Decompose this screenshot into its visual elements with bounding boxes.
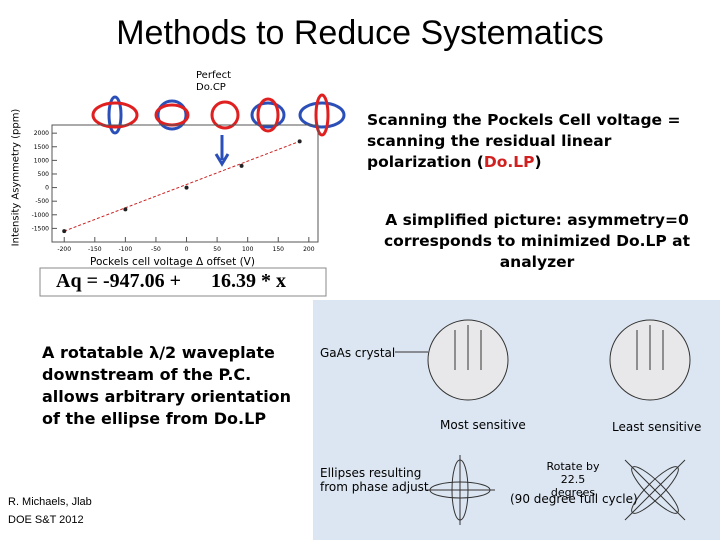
data-point xyxy=(239,163,244,168)
footer: DOE S&T 2012 xyxy=(8,514,84,526)
x-tick-label: 100 xyxy=(242,246,254,253)
y-tick-label: 0 xyxy=(45,185,49,192)
x-tick-label: -100 xyxy=(119,246,133,253)
scan-text-part: Scanning the Pockels Cell voltage = scan… xyxy=(367,111,681,171)
data-point xyxy=(184,185,189,190)
x-tick-label: 50 xyxy=(213,246,221,253)
y-tick-label: 500 xyxy=(38,171,50,178)
polarization-icons xyxy=(91,93,346,167)
y-tick-label: -500 xyxy=(35,198,49,205)
data-point xyxy=(62,229,67,234)
figure-label: Rotate by 22.5 degrees xyxy=(546,460,600,499)
figure-label: (90 degree full cycle) xyxy=(510,492,638,506)
data-point xyxy=(123,207,128,212)
figure-drawing xyxy=(395,319,691,525)
x-axis-label: Pockels cell voltage Δ offset (V) xyxy=(90,256,255,268)
figure-label: Ellipses resulting from phase adjust xyxy=(320,466,429,494)
simplified-text: A simplified picture: asymmetry=0 corres… xyxy=(383,211,691,271)
y-axis-label: Intensity Asymmetry (ppm) xyxy=(10,108,22,247)
data-point xyxy=(297,139,302,144)
y-tick-label: 1000 xyxy=(34,157,49,164)
waveplate-text: A rotatable λ/2 waveplate downstream of … xyxy=(42,343,292,428)
fit-box xyxy=(39,267,327,297)
scan-text-part: ) xyxy=(534,153,542,171)
footer: R. Michaels, Jlab xyxy=(8,496,92,508)
dolp: Do.LP xyxy=(483,153,535,171)
x-tick-label: 150 xyxy=(273,246,285,253)
figure-label: Least sensitive xyxy=(612,420,702,434)
slide-title: Methods to Reduce Systematics xyxy=(116,14,604,52)
x-tick-label: 200 xyxy=(303,246,315,253)
x-tick-label: -200 xyxy=(57,246,71,253)
x-tick-label: 0 xyxy=(185,246,189,253)
x-tick-label: -150 xyxy=(88,246,102,253)
scan-text: Scanning the Pockels Cell voltage = scan… xyxy=(367,110,697,173)
y-tick-label: 2000 xyxy=(34,130,49,137)
figure-label: Most sensitive xyxy=(440,418,526,432)
y-tick-label: 1500 xyxy=(34,144,49,151)
annotation: Perfect Do.CP xyxy=(196,70,232,93)
fit-equation: Aq = -947.06 + 16.39 * x xyxy=(56,270,287,292)
figure-label: GaAs crystal xyxy=(320,346,396,360)
plot-frame xyxy=(51,124,319,243)
fit-line xyxy=(64,140,300,232)
y-tick-label: -1000 xyxy=(32,212,50,219)
y-tick-label: -1500 xyxy=(32,225,50,232)
x-tick-label: -50 xyxy=(151,246,161,253)
